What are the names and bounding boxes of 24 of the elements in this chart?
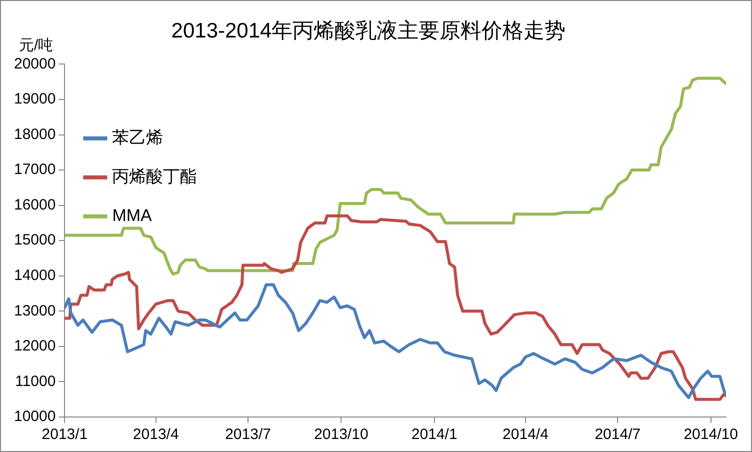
legend-label: 苯乙烯	[112, 128, 164, 148]
y-tick-label: 19000	[14, 90, 56, 108]
y-tick-label: 12000	[14, 338, 56, 355]
x-tick-label: 2013/4	[132, 426, 179, 444]
y-tick-label: 17000	[14, 161, 56, 178]
x-tick-label: 2013/10	[314, 426, 368, 444]
chart-title: 2013-2014年丙烯酸乳液主要原料价格走势	[171, 19, 566, 42]
y-tick-label: 13000	[14, 302, 56, 320]
y-tick-label: 16000	[14, 196, 56, 214]
y-tick-label: 11000	[15, 372, 56, 390]
legend-label: 丙烯酸丁酯	[112, 167, 198, 186]
x-tick-label: 2014/4	[502, 426, 548, 444]
x-tick-label: 2014/10	[684, 426, 738, 444]
x-tick-label: 2014/7	[594, 426, 641, 444]
x-tick-label: 2013/1	[42, 426, 88, 444]
x-tick-label: 2014/1	[411, 426, 458, 444]
y-tick-label: 15000	[14, 232, 56, 249]
y-tick-label: 10000	[14, 408, 56, 426]
x-tick-label: 2013/7	[225, 426, 271, 444]
y-tick-label: 20000	[14, 55, 56, 72]
y-tick-label: 18000	[14, 126, 56, 143]
legend-label: MMA	[112, 206, 153, 226]
y-axis-title: 元/吨	[19, 37, 54, 54]
y-tick-label: 14000	[14, 267, 56, 284]
